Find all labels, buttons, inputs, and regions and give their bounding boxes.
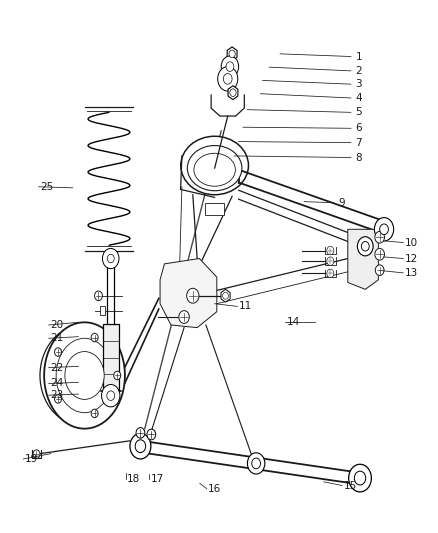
Circle shape (107, 391, 115, 400)
Circle shape (375, 231, 385, 243)
Circle shape (102, 384, 120, 407)
Text: 12: 12 (404, 254, 418, 263)
Circle shape (130, 433, 151, 459)
Text: 17: 17 (150, 474, 164, 484)
Circle shape (147, 429, 155, 440)
Text: 25: 25 (40, 182, 53, 192)
Text: 16: 16 (208, 484, 221, 494)
Circle shape (40, 327, 120, 424)
Circle shape (354, 471, 366, 485)
Text: 4: 4 (355, 93, 362, 103)
Ellipse shape (181, 136, 248, 195)
Polygon shape (160, 259, 217, 328)
Circle shape (357, 237, 373, 256)
Circle shape (95, 291, 102, 301)
Text: 21: 21 (50, 333, 63, 343)
Text: 5: 5 (355, 107, 362, 117)
Circle shape (221, 56, 239, 77)
Circle shape (135, 440, 146, 453)
Bar (205, 203, 224, 215)
Circle shape (327, 246, 334, 255)
Bar (103, 324, 119, 391)
Circle shape (247, 453, 265, 474)
Text: 10: 10 (405, 238, 418, 247)
Polygon shape (221, 289, 230, 302)
Circle shape (55, 394, 61, 403)
Text: 18: 18 (127, 474, 141, 484)
Circle shape (65, 352, 104, 399)
Text: 22: 22 (50, 362, 63, 373)
Circle shape (55, 348, 61, 356)
Circle shape (179, 311, 189, 324)
Circle shape (375, 248, 385, 260)
Circle shape (229, 50, 235, 58)
Circle shape (349, 464, 371, 492)
Circle shape (226, 62, 234, 71)
Polygon shape (348, 229, 378, 289)
Circle shape (361, 241, 369, 251)
Text: 9: 9 (338, 198, 345, 208)
Circle shape (107, 254, 114, 263)
Circle shape (327, 257, 334, 265)
Circle shape (91, 409, 98, 418)
Text: 24: 24 (50, 378, 63, 389)
Circle shape (252, 458, 261, 469)
Text: 1: 1 (355, 52, 362, 61)
Text: 19: 19 (25, 454, 38, 464)
Text: 2: 2 (355, 66, 362, 76)
Text: 20: 20 (50, 320, 63, 330)
Ellipse shape (56, 338, 113, 413)
Circle shape (374, 217, 394, 241)
Circle shape (380, 224, 389, 235)
Text: 13: 13 (404, 268, 418, 278)
Text: 7: 7 (355, 138, 362, 148)
Circle shape (218, 67, 238, 91)
Circle shape (33, 450, 40, 458)
Text: 6: 6 (355, 123, 362, 133)
Circle shape (375, 265, 384, 276)
Circle shape (102, 248, 119, 269)
Ellipse shape (44, 322, 125, 429)
Polygon shape (227, 47, 237, 61)
Circle shape (91, 333, 98, 342)
Text: 3: 3 (355, 79, 362, 89)
Circle shape (187, 288, 199, 303)
Text: 8: 8 (355, 152, 362, 163)
Ellipse shape (187, 146, 242, 191)
Circle shape (327, 269, 334, 278)
Text: 15: 15 (343, 481, 357, 490)
Bar (100, 306, 105, 315)
Circle shape (230, 89, 236, 96)
Ellipse shape (194, 154, 235, 186)
Text: 23: 23 (50, 390, 63, 400)
Text: 11: 11 (239, 301, 252, 311)
Circle shape (223, 292, 229, 299)
Circle shape (114, 371, 121, 379)
Text: 14: 14 (286, 317, 300, 327)
Polygon shape (228, 86, 238, 100)
Circle shape (223, 74, 232, 84)
Circle shape (136, 427, 145, 438)
